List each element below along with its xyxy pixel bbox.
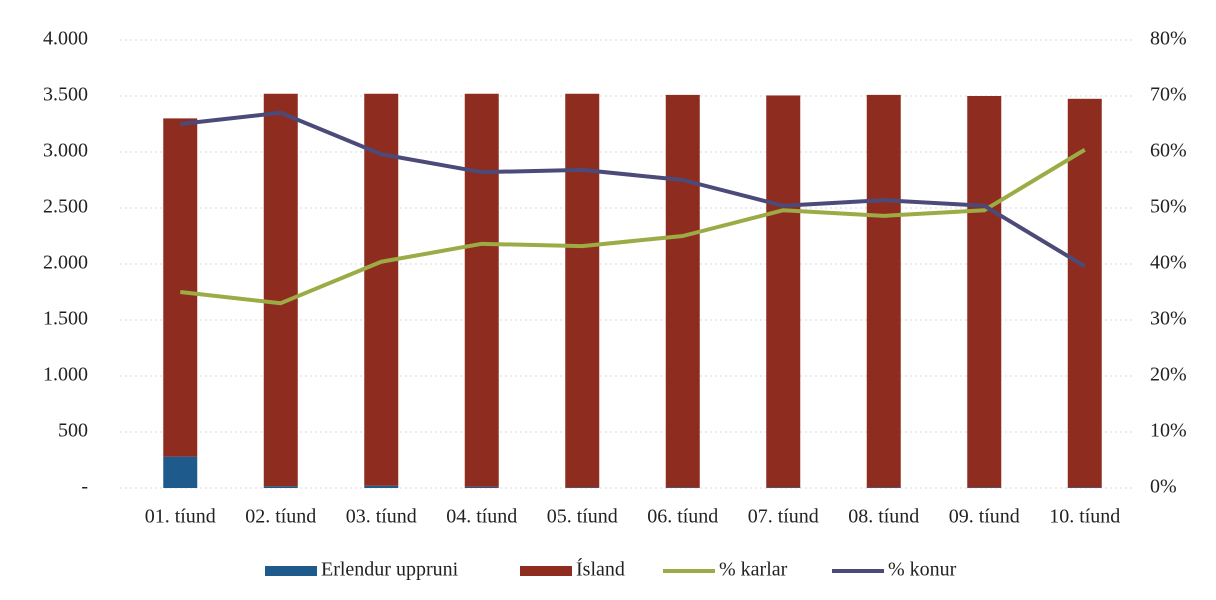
y2-tick-label: 30% <box>1150 308 1187 330</box>
bar <box>1067 487 1102 488</box>
y-tick-label: 3.500 <box>43 84 88 106</box>
bar <box>364 485 399 488</box>
bar <box>163 118 198 457</box>
legend-swatch <box>520 566 572 576</box>
line <box>180 148 1086 306</box>
y-tick-label: - <box>81 476 88 498</box>
y-tick-label: 2.500 <box>43 196 88 218</box>
x-tick-label: 06. tíund <box>647 506 718 528</box>
x-tick-label: 05. tíund <box>547 506 618 528</box>
bar <box>866 487 901 488</box>
y-tick-label: 500 <box>58 420 88 442</box>
x-tick-label: 07. tíund <box>748 506 819 528</box>
y2-tick-label: 10% <box>1150 420 1187 442</box>
y2-tick-label: 70% <box>1150 84 1187 106</box>
y-tick-label: 3.000 <box>43 140 88 162</box>
bar <box>766 95 801 488</box>
y2-tick-label: 60% <box>1150 140 1187 162</box>
bar <box>565 487 600 488</box>
legend-swatch <box>265 566 317 576</box>
x-tick-label: 03. tíund <box>346 506 417 528</box>
bar <box>967 96 1002 488</box>
bar <box>163 456 198 488</box>
bar <box>766 487 801 488</box>
y-tick-label: 1.000 <box>43 364 88 386</box>
bar <box>1067 98 1102 488</box>
x-tick-label: 09. tíund <box>949 506 1020 528</box>
bar <box>263 486 298 488</box>
x-tick-label: 04. tíund <box>446 506 517 528</box>
x-tick-label: 08. tíund <box>848 506 919 528</box>
x-tick-label: 10. tíund <box>1049 506 1120 528</box>
bar <box>263 93 298 487</box>
bar <box>665 487 700 488</box>
line <box>180 110 1086 268</box>
bar <box>967 487 1002 488</box>
legend-label: % konur <box>888 559 957 581</box>
x-tick-label: 02. tíund <box>245 506 316 528</box>
y2-tick-label: 80% <box>1150 28 1187 50</box>
y2-tick-label: 0% <box>1150 476 1177 498</box>
bar <box>464 486 499 488</box>
y2-tick-label: 50% <box>1150 196 1187 218</box>
legend-label: Erlendur uppruni <box>321 559 459 581</box>
y2-tick-label: 20% <box>1150 364 1187 386</box>
bar <box>866 94 901 488</box>
bar <box>565 93 600 488</box>
bar <box>665 94 700 488</box>
y-tick-label: 1.500 <box>43 308 88 330</box>
y-tick-label: 4.000 <box>43 28 88 50</box>
bar <box>364 93 399 486</box>
bar <box>464 93 499 487</box>
y2-tick-label: 40% <box>1150 252 1187 274</box>
legend-label: Ísland <box>576 558 625 581</box>
legend-label: % karlar <box>719 559 788 581</box>
y-tick-label: 2.000 <box>43 252 88 274</box>
x-tick-label: 01. tíund <box>145 506 216 528</box>
